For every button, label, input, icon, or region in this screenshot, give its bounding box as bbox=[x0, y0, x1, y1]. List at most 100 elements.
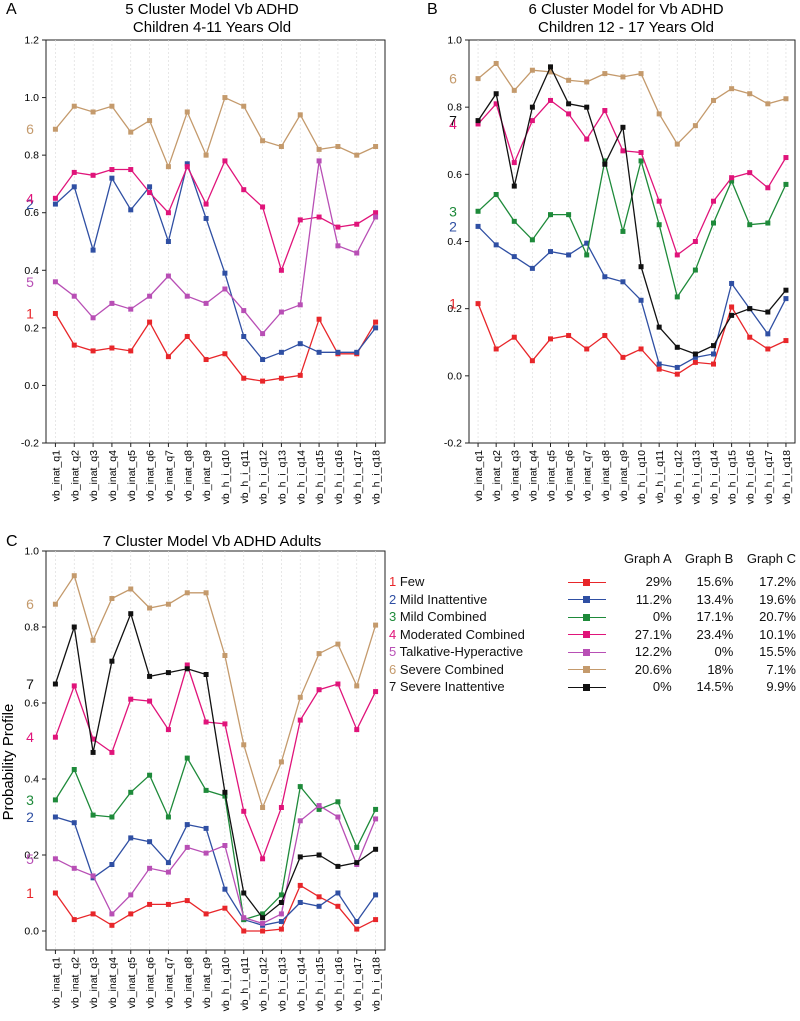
series-4-point bbox=[335, 224, 341, 230]
series-2-point bbox=[548, 249, 553, 255]
series-2-line bbox=[54, 161, 377, 361]
series-5-point bbox=[260, 331, 266, 337]
series-4-point bbox=[52, 195, 58, 201]
series-7-point bbox=[203, 672, 209, 677]
chart-a-x-tick-label: vb_inat_q9 bbox=[201, 450, 213, 502]
chart-c-x-tick-label: vb_h_i_q10 bbox=[220, 957, 232, 1011]
chart-b-subtitle: Children 12 - 17 Years Old bbox=[538, 19, 714, 36]
series-7-point bbox=[747, 306, 753, 312]
chart-b-y-tick-label: 0.6 bbox=[447, 169, 462, 181]
series-2-point bbox=[729, 280, 735, 286]
series-7-point bbox=[241, 890, 247, 896]
series-1-point bbox=[203, 357, 209, 363]
series-6-point bbox=[711, 97, 716, 103]
series-2-point bbox=[222, 886, 228, 892]
series-6-point bbox=[373, 144, 379, 150]
series-2-point bbox=[692, 354, 698, 360]
legend-percent-c: 20.7% bbox=[759, 609, 796, 625]
chart-c-x-tick-label: vb_h_i_q16 bbox=[333, 957, 345, 1011]
chart-a-x-tick-label: vb_inat_q3 bbox=[88, 450, 100, 502]
series-3-point bbox=[620, 228, 626, 234]
series-2-point bbox=[90, 247, 96, 253]
series-3-point bbox=[656, 222, 662, 228]
series-4-point bbox=[241, 187, 247, 193]
series-7-point bbox=[602, 161, 608, 167]
series-3-point bbox=[602, 158, 608, 164]
legend-swatch bbox=[567, 648, 606, 658]
chart-c-x-tick-label: vb_inat_q1 bbox=[50, 957, 62, 1009]
chart-b-x-tick-label: vb_h_i_q14 bbox=[709, 450, 721, 504]
series-1-point bbox=[52, 890, 58, 896]
series-4-point bbox=[297, 217, 303, 223]
series-3-point bbox=[747, 222, 753, 228]
series-1-point bbox=[729, 304, 735, 310]
chart-b: vb_inat_q1 vb_inat_q2 vb_inat_q3 vb_inat_q4… bbox=[444, 35, 796, 504]
series-1-point bbox=[109, 345, 115, 351]
series-1-point bbox=[475, 301, 481, 307]
chart-c-x-tick-label: vb_inat_q3 bbox=[88, 957, 100, 1009]
legend-percent-a: 0% bbox=[652, 609, 672, 625]
series-6-point bbox=[90, 109, 96, 115]
legend-percent-a: 11.2% bbox=[635, 591, 672, 607]
series-4-point bbox=[373, 689, 379, 695]
series-5-line bbox=[55, 160, 377, 335]
legend-header-graph-b: Graph B bbox=[684, 551, 734, 566]
series-2-point bbox=[203, 215, 209, 221]
chart-a-subtitle: Children 4-11 Years Old bbox=[133, 19, 291, 36]
series-5-point bbox=[128, 892, 134, 898]
legend-cluster-label: Moderated Combined bbox=[396, 626, 525, 642]
series-2-point bbox=[278, 919, 284, 924]
chart-c-x-tick-label: vb_inat_q4 bbox=[107, 957, 119, 1009]
chart-b-x-tick-label: vb_inat_q8 bbox=[600, 450, 612, 502]
chart-b-y-tick-label: 0.8 bbox=[447, 102, 462, 114]
legend-cluster-label: Talkative-Hyperactive bbox=[396, 644, 524, 660]
series-7-point bbox=[674, 344, 680, 350]
series-1-point bbox=[90, 911, 96, 917]
chart-a-y-tick-label: 1.2 bbox=[24, 35, 39, 47]
series-5-point bbox=[52, 279, 58, 285]
series-5-point bbox=[52, 856, 58, 862]
series-3-point bbox=[316, 806, 322, 812]
series-2-point bbox=[184, 161, 190, 167]
series-6-point bbox=[783, 96, 789, 102]
series-7-point bbox=[765, 309, 771, 315]
series-2-point bbox=[165, 239, 171, 244]
series-6-point bbox=[260, 138, 266, 144]
chart-a-y-tick-label: 0.0 bbox=[24, 380, 39, 392]
series-5-point bbox=[278, 309, 284, 315]
series-6-point bbox=[52, 126, 58, 132]
legend-cluster-name: 1 Few bbox=[388, 573, 562, 591]
chart-a-x-tick-label: vb_inat_q2 bbox=[69, 450, 81, 502]
legend-percent-a: 27.1% bbox=[634, 626, 672, 642]
series-1-point bbox=[222, 351, 228, 357]
series-5-point bbox=[354, 250, 360, 256]
series-4-label: 4 bbox=[449, 116, 457, 132]
legend-cluster-number: 5 bbox=[389, 644, 397, 660]
chart-c-x-tick-label: vb_h_i_q17 bbox=[352, 957, 364, 1011]
series-4-point bbox=[109, 167, 115, 173]
series-7-point bbox=[335, 863, 341, 869]
series-2-point bbox=[128, 207, 134, 213]
chart-a-x-tick-label: vb_inat_q8 bbox=[182, 450, 194, 502]
series-4-point bbox=[147, 190, 153, 196]
series-1-point bbox=[373, 917, 379, 923]
series-4-point bbox=[222, 158, 228, 164]
series-2-point bbox=[511, 254, 517, 260]
series-1-point bbox=[184, 898, 190, 904]
chart-a-x-tick-label: vb_h_i_q16 bbox=[333, 450, 345, 504]
chart-b-x-tick-label: vb_inat_q5 bbox=[546, 450, 558, 502]
series-2-point bbox=[674, 364, 680, 370]
legend-cluster-number: 2 bbox=[389, 591, 397, 607]
series-4-point bbox=[475, 121, 481, 127]
series-2-point bbox=[109, 862, 115, 867]
series-4-point bbox=[260, 204, 266, 210]
series-1-point bbox=[222, 905, 228, 911]
series-5-point bbox=[241, 308, 247, 314]
series-5-point bbox=[297, 302, 303, 308]
series-5-point bbox=[147, 293, 153, 299]
series-7-point bbox=[184, 666, 190, 672]
chart-b-x-tick-label: vb_inat_q4 bbox=[527, 450, 539, 502]
chart-b-x-tick-label: vb_inat_q6 bbox=[564, 450, 576, 502]
chart-a-x-tick-label: vb_inat_q5 bbox=[126, 450, 138, 502]
legend-row: 1 Few 29% 15.6% 17.2% bbox=[388, 573, 796, 591]
